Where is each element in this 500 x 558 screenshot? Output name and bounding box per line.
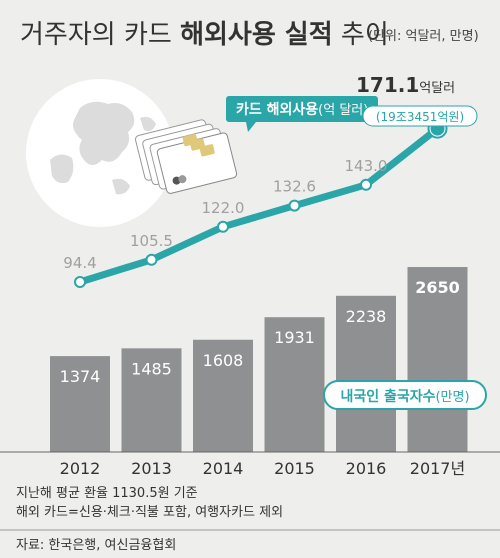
bar-2015 xyxy=(264,317,325,452)
bar-legend-unit: (만명) xyxy=(435,390,469,405)
highlight-sub: (19조3451억원) xyxy=(376,110,464,124)
line-legend-unit: (억 달러) xyxy=(318,103,368,118)
bar-value-label: 1374 xyxy=(60,367,101,386)
x-tick-label: 2017년 xyxy=(410,459,465,478)
line-legend-label: 카드 해외사용 xyxy=(236,101,318,118)
bar-value-label: 1485 xyxy=(131,359,172,378)
x-tick-label: 2012 xyxy=(60,459,101,478)
line-point-2016 xyxy=(360,178,372,191)
bar-value-label: 2650 xyxy=(415,278,460,297)
x-tick-label: 2013 xyxy=(131,459,172,478)
bar-2012 xyxy=(50,356,110,452)
bar-value-label: 1608 xyxy=(203,351,244,370)
note-exchange-rate: 지난해 평균 환율 1130.5원 기준 xyxy=(16,486,198,501)
note-card-scope: 해외 카드=신용·체크·직불 포함, 여행자카드 제외 xyxy=(16,504,283,520)
line-value-label: 94.4 xyxy=(63,254,96,272)
line-value-label: 105.5 xyxy=(130,232,173,250)
globe-icon xyxy=(26,79,174,227)
highlight-value: 171.1억달러 xyxy=(356,73,455,97)
bar-2016 xyxy=(336,295,396,452)
chart-title: 거주자의 카드 해외사용 실적 추이 xyxy=(20,20,389,50)
highlight-unit: 억달러 xyxy=(419,81,455,96)
line-value-label: 143.0 xyxy=(345,157,388,175)
bar-legend: 내국인 출국자수(만명) xyxy=(323,380,487,410)
svg-text:내국인 출국자수(만명): 내국인 출국자수(만명) xyxy=(340,388,469,405)
highlight-2017: 171.1억달러 (19조3451억원) xyxy=(356,73,478,127)
line-point-2014 xyxy=(217,220,229,233)
bar-value-label: 2238 xyxy=(346,307,387,326)
bar-series: 1374 1485 1608 1931 2238 2650 xyxy=(50,267,468,452)
x-tick-label: 2014 xyxy=(203,459,244,478)
bar-2017년 xyxy=(407,267,468,452)
svg-text:카드 해외사용(억 달러): 카드 해외사용(억 달러) xyxy=(236,101,368,118)
credit-cards-icon xyxy=(135,119,238,194)
line-path xyxy=(76,125,441,286)
line-point-2013 xyxy=(145,253,158,266)
x-axis-labels: 2012 2013 2014 2015 2016 2017년 xyxy=(60,459,466,478)
bar-legend-label: 내국인 출국자수 xyxy=(340,388,435,405)
line-point-2012 xyxy=(74,276,86,288)
unit-note: (단위: 억달러, 만명) xyxy=(368,29,479,44)
line-point-2015 xyxy=(288,199,301,212)
line-value-label: 132.6 xyxy=(273,178,316,196)
line-value-label: 122.0 xyxy=(202,199,245,217)
line-legend: 카드 해외사용(억 달러) xyxy=(226,96,378,132)
bar-2013 xyxy=(121,348,182,452)
x-tick-label: 2015 xyxy=(274,459,315,478)
x-tick-label: 2016 xyxy=(346,459,387,478)
source-note: 자료: 한국은행, 여신금융협회 xyxy=(16,537,176,553)
bar-2014 xyxy=(193,339,253,452)
bar-value-label: 1931 xyxy=(274,328,315,347)
